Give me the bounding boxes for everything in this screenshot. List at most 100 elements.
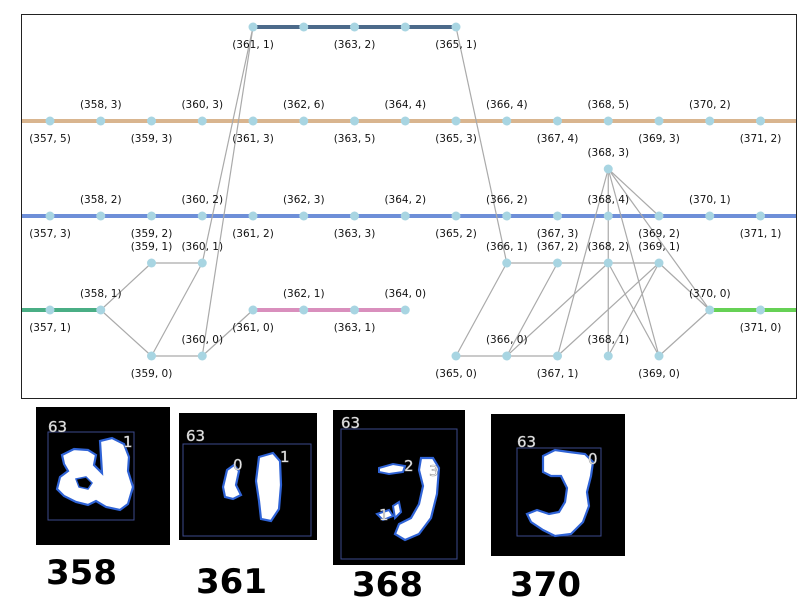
graph-node xyxy=(654,211,664,221)
segment-label: 0 xyxy=(588,450,598,468)
graph-node xyxy=(350,211,359,221)
frame-panel-368: 63 2 3 1 xyxy=(333,410,465,565)
node-label: (357, 5) xyxy=(29,133,71,145)
graph-node xyxy=(553,116,562,126)
graph-node xyxy=(400,211,410,221)
node-label: (370, 0) xyxy=(689,288,731,300)
node-label: (361, 1) xyxy=(232,39,274,51)
graph-node xyxy=(299,305,309,315)
graph-node xyxy=(451,116,461,126)
node-label: (366, 2) xyxy=(486,194,528,206)
node-label: (361, 2) xyxy=(232,228,274,240)
graph-node xyxy=(705,116,715,126)
node-label: (365, 1) xyxy=(435,39,477,51)
graph-node xyxy=(603,211,613,221)
graph-edge xyxy=(607,168,660,217)
node-label: (371, 2) xyxy=(740,133,782,145)
graph-node xyxy=(197,211,207,221)
frame-number-370: 370 xyxy=(510,565,581,605)
graph-node xyxy=(299,211,309,221)
graph-edge xyxy=(455,26,508,264)
graph-node xyxy=(350,22,359,32)
graph-node xyxy=(705,211,715,221)
graph-node xyxy=(350,305,359,315)
node-label: (361, 3) xyxy=(232,133,274,145)
node-label: (367, 4) xyxy=(537,133,579,145)
graph-node xyxy=(603,351,613,361)
node-label: (369, 1) xyxy=(638,241,680,253)
segment-label: 63 xyxy=(517,433,536,451)
graph-edge xyxy=(506,262,609,357)
node-label: (366, 4) xyxy=(486,99,528,111)
node-label: (367, 1) xyxy=(537,368,579,380)
graph-node xyxy=(350,116,359,126)
graph-node xyxy=(654,116,664,126)
segmentation-image-368: 63 2 3 1 xyxy=(340,414,458,560)
node-label: (371, 0) xyxy=(740,322,782,334)
node-label: (364, 4) xyxy=(384,99,426,111)
frame-number-361: 361 xyxy=(196,562,267,602)
graph-node xyxy=(451,22,461,32)
graph-node xyxy=(502,258,512,268)
graph-node xyxy=(45,211,55,221)
graph-node xyxy=(502,211,512,221)
node-label: (367, 2) xyxy=(537,241,579,253)
graph-edge xyxy=(150,262,203,357)
graph-node xyxy=(45,305,55,315)
graph-edge xyxy=(607,262,660,357)
graph-node xyxy=(147,351,156,361)
graph-node xyxy=(451,351,461,361)
node-label: (358, 1) xyxy=(80,288,122,300)
graph-node xyxy=(502,351,512,361)
frame-panel-358: 63 1 xyxy=(36,407,170,545)
node-label: (368, 3) xyxy=(587,147,629,159)
node-label: (368, 2) xyxy=(587,241,629,253)
lineage-graph: (361, 1) (363, 2) (365, 1) (357, 5) (358, 3)… xyxy=(21,14,797,399)
segment-label: 63 xyxy=(186,427,205,445)
graph-edge xyxy=(201,309,254,357)
graph-node xyxy=(705,305,715,315)
graph-node xyxy=(553,258,562,268)
graph-node xyxy=(756,116,765,126)
node-label: (359, 3) xyxy=(131,133,173,145)
graph-node xyxy=(45,116,55,126)
graph-node xyxy=(756,305,765,315)
node-label: (368, 4) xyxy=(587,194,629,206)
segment-label: 1 xyxy=(123,433,133,451)
graph-node xyxy=(96,305,106,315)
graph-node xyxy=(400,22,410,32)
graph-node xyxy=(147,211,156,221)
node-label: (371, 1) xyxy=(740,228,782,240)
graph-edge xyxy=(556,168,609,357)
node-label: (360, 1) xyxy=(181,241,223,253)
graph-node xyxy=(248,305,258,315)
node-label: (359, 0) xyxy=(131,368,173,380)
graph-edge xyxy=(201,26,254,264)
node-label: (369, 3) xyxy=(638,133,680,145)
graph-node xyxy=(756,211,765,221)
node-label: (359, 2) xyxy=(131,228,173,240)
node-label: (360, 3) xyxy=(181,99,223,111)
graph-node xyxy=(400,116,410,126)
node-label: (365, 3) xyxy=(435,133,477,145)
node-label: (369, 2) xyxy=(638,228,680,240)
frame-number-368: 368 xyxy=(352,565,423,605)
graph-frame xyxy=(21,14,797,399)
node-label: (366, 0) xyxy=(486,334,528,346)
graph-node xyxy=(553,351,562,361)
node-label: (358, 2) xyxy=(80,194,122,206)
node-label: (358, 3) xyxy=(80,99,122,111)
node-label: (365, 2) xyxy=(435,228,477,240)
graph-node xyxy=(654,258,664,268)
node-label: (365, 0) xyxy=(435,368,477,380)
graph-edge xyxy=(100,309,152,357)
segment-label: 2 xyxy=(404,457,414,475)
graph-node xyxy=(197,258,207,268)
node-label: (370, 1) xyxy=(689,194,731,206)
node-label: (357, 3) xyxy=(29,228,71,240)
segment-blob xyxy=(254,451,283,523)
segment-label: 1 xyxy=(280,448,290,466)
node-label: (367, 3) xyxy=(537,228,579,240)
graph-node xyxy=(147,258,156,268)
node-label: (368, 5) xyxy=(587,99,629,111)
